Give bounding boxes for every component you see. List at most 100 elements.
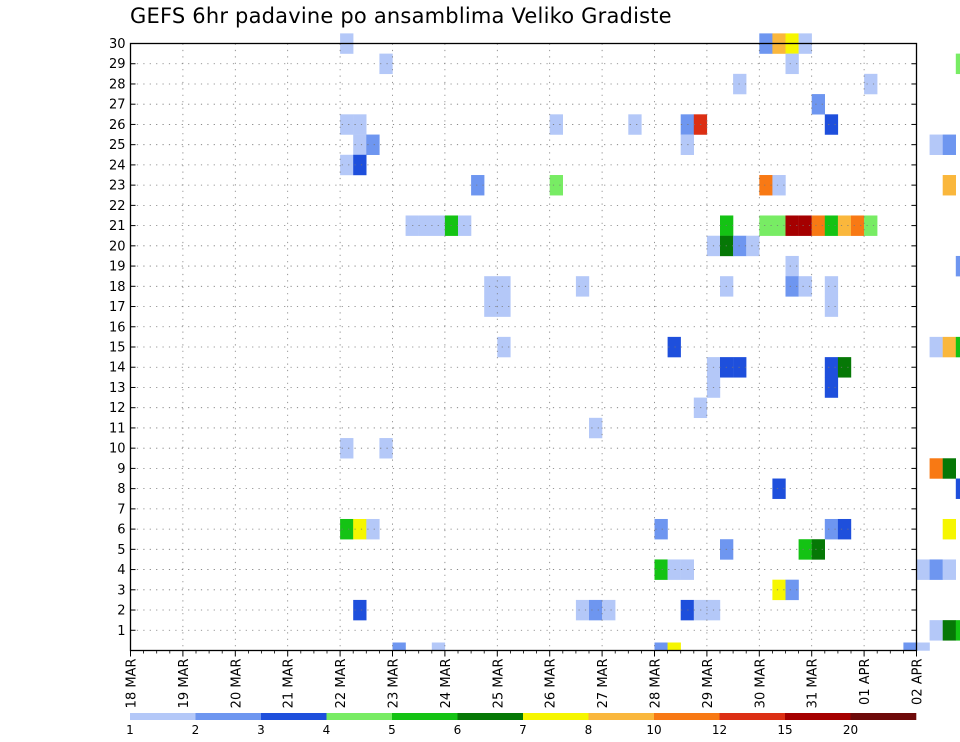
colorbar-label: 7 xyxy=(519,723,527,737)
heatmap-cell xyxy=(811,539,825,560)
y-tick-label: 3 xyxy=(117,583,125,598)
heatmap-cell xyxy=(458,215,472,236)
heatmap-cell xyxy=(837,215,852,236)
heatmap-cell xyxy=(628,114,642,135)
heatmap-cell xyxy=(824,296,839,317)
y-tick-label: 8 xyxy=(117,482,125,497)
colorbar-segment xyxy=(130,713,196,720)
heatmap-cell xyxy=(471,175,485,196)
y-tick-label: 4 xyxy=(117,563,125,578)
heatmap-cell xyxy=(811,215,825,236)
colorbar-segment xyxy=(785,713,851,720)
colorbar-label: 5 xyxy=(388,723,396,737)
colorbar-segment xyxy=(261,713,327,720)
heatmap-cell xyxy=(353,114,367,135)
y-tick-label: 29 xyxy=(109,57,126,72)
heatmap-cell xyxy=(484,276,498,297)
heatmap-cell xyxy=(654,642,668,651)
x-tick-label: 23 MAR xyxy=(387,659,402,709)
heatmap-cell xyxy=(353,599,367,621)
heatmap-cell xyxy=(798,276,812,297)
heatmap-cell xyxy=(837,357,852,378)
colorbar-segment xyxy=(850,713,917,720)
heatmap-cell xyxy=(602,599,616,621)
heatmap-cell xyxy=(785,579,799,601)
heatmap-cell xyxy=(916,559,930,580)
y-tick-label: 1 xyxy=(117,624,125,639)
heatmap-cell xyxy=(497,276,511,297)
heatmap-cell xyxy=(589,599,603,621)
colorbar-segment xyxy=(523,713,589,720)
heatmap-cell xyxy=(864,73,878,95)
colorbar-segment xyxy=(654,713,720,720)
heatmap-cell xyxy=(340,114,354,135)
x-tick-label: 30 MAR xyxy=(753,659,768,709)
heatmap-cell xyxy=(824,276,839,297)
heatmap-cell xyxy=(733,357,747,378)
colorbar-label: 3 xyxy=(257,723,265,737)
y-tick-label: 16 xyxy=(109,320,126,335)
colorbar-segment xyxy=(457,713,524,720)
colorbar-label: 8 xyxy=(585,723,593,737)
heatmap-cell xyxy=(851,215,865,236)
heatmap-cell xyxy=(942,518,956,540)
y-tick-label: 27 xyxy=(109,98,126,113)
colorbar-segment xyxy=(326,713,393,720)
heatmap-cell xyxy=(785,215,799,236)
y-tick-label: 10 xyxy=(109,442,126,457)
heatmap-cell xyxy=(903,642,917,651)
heatmap-cell xyxy=(667,642,681,651)
heatmap-cell xyxy=(772,175,786,196)
heatmap-cell xyxy=(379,53,393,75)
heatmap-cell xyxy=(654,518,668,540)
x-tick-label: 20 MAR xyxy=(229,659,244,709)
heatmap-cell xyxy=(929,458,943,479)
colorbar-segment xyxy=(588,713,655,720)
heatmap-cell xyxy=(654,559,668,580)
colorbar-label: 10 xyxy=(646,723,661,737)
heatmap-cell xyxy=(667,336,681,358)
colorbar-label: 2 xyxy=(192,723,200,737)
heatmap-cell xyxy=(955,53,960,75)
y-tick-label: 9 xyxy=(117,462,125,477)
heatmap-cell xyxy=(484,296,498,317)
y-tick-label: 28 xyxy=(109,77,126,92)
heatmap-cell xyxy=(549,175,563,196)
colorbar-label: 4 xyxy=(323,723,331,737)
heatmap-cell xyxy=(772,215,786,236)
colorbar-segment xyxy=(195,713,262,720)
heatmap-cell xyxy=(759,215,773,236)
x-tick-label: 24 MAR xyxy=(439,659,454,709)
y-tick-label: 24 xyxy=(109,158,126,173)
x-tick-label: 02 APR xyxy=(911,659,926,705)
heatmap-cell xyxy=(772,478,786,499)
heatmap-cell xyxy=(340,518,354,540)
y-tick-label: 15 xyxy=(109,341,126,356)
heatmap-cell xyxy=(667,559,681,580)
y-tick-label: 18 xyxy=(109,280,126,295)
heatmap-cell xyxy=(366,134,380,155)
heatmap-cell xyxy=(942,175,956,196)
x-tick-label: 01 APR xyxy=(858,659,873,705)
heatmap-cell xyxy=(353,518,367,540)
heatmap-cell xyxy=(772,579,786,601)
x-tick-label: 21 MAR xyxy=(282,659,297,709)
heatmap-cell xyxy=(837,518,852,540)
heatmap-cell xyxy=(942,134,956,155)
x-tick-label: 29 MAR xyxy=(701,659,716,709)
heatmap-cell xyxy=(785,53,799,75)
heatmap-cell xyxy=(798,215,812,236)
heatmap-cell xyxy=(929,134,943,155)
heatmap-cell xyxy=(929,620,943,641)
y-tick-label: 6 xyxy=(117,523,125,538)
heatmap-cell xyxy=(340,438,354,459)
x-tick-label: 26 MAR xyxy=(544,659,559,709)
x-tick-label: 19 MAR xyxy=(177,659,192,709)
heatmap-cell xyxy=(942,458,956,479)
colorbar-label: 12 xyxy=(712,723,727,737)
heatmap-cell xyxy=(733,235,747,257)
heatmap-cell xyxy=(864,215,878,236)
y-axis: 1234567891011121314151617181920212223242… xyxy=(109,37,917,639)
heatmap-cell xyxy=(942,620,956,641)
